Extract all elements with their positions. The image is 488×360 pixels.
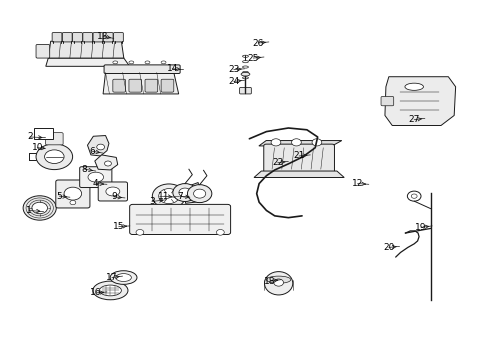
Ellipse shape bbox=[106, 187, 120, 196]
Text: 20: 20 bbox=[383, 243, 394, 252]
Ellipse shape bbox=[99, 285, 121, 296]
Circle shape bbox=[193, 189, 205, 198]
Circle shape bbox=[187, 185, 211, 203]
Text: 21: 21 bbox=[293, 152, 304, 161]
Text: 25: 25 bbox=[247, 54, 259, 63]
Circle shape bbox=[64, 187, 81, 200]
FancyBboxPatch shape bbox=[52, 33, 62, 42]
Text: 17: 17 bbox=[106, 273, 118, 282]
Polygon shape bbox=[185, 183, 200, 203]
Ellipse shape bbox=[145, 61, 150, 64]
Circle shape bbox=[270, 139, 280, 146]
FancyBboxPatch shape bbox=[82, 33, 92, 42]
FancyBboxPatch shape bbox=[98, 182, 127, 201]
Circle shape bbox=[216, 229, 224, 235]
FancyBboxPatch shape bbox=[93, 33, 102, 42]
Text: 24: 24 bbox=[228, 77, 239, 86]
Ellipse shape bbox=[264, 272, 292, 295]
FancyBboxPatch shape bbox=[129, 79, 142, 92]
Text: 9: 9 bbox=[111, 192, 117, 201]
Ellipse shape bbox=[44, 150, 64, 163]
FancyBboxPatch shape bbox=[62, 33, 72, 42]
Text: 19: 19 bbox=[414, 223, 426, 232]
Circle shape bbox=[70, 201, 76, 205]
FancyBboxPatch shape bbox=[45, 133, 63, 145]
Polygon shape bbox=[48, 41, 123, 58]
Text: 14: 14 bbox=[166, 64, 178, 73]
Text: 12: 12 bbox=[351, 179, 363, 188]
Ellipse shape bbox=[116, 274, 131, 282]
Ellipse shape bbox=[36, 144, 73, 170]
Polygon shape bbox=[95, 155, 118, 170]
Text: 18: 18 bbox=[264, 276, 275, 285]
FancyBboxPatch shape bbox=[145, 79, 158, 92]
Polygon shape bbox=[253, 171, 344, 177]
Text: 16: 16 bbox=[90, 288, 102, 297]
Text: 6: 6 bbox=[89, 147, 95, 156]
Ellipse shape bbox=[88, 172, 103, 182]
Text: 26: 26 bbox=[252, 39, 264, 48]
Ellipse shape bbox=[158, 189, 179, 204]
FancyBboxPatch shape bbox=[103, 33, 113, 42]
Polygon shape bbox=[258, 140, 341, 146]
Text: 1: 1 bbox=[26, 206, 32, 215]
Ellipse shape bbox=[110, 271, 137, 284]
Circle shape bbox=[311, 139, 321, 146]
Circle shape bbox=[32, 202, 47, 214]
Ellipse shape bbox=[129, 61, 134, 64]
FancyBboxPatch shape bbox=[34, 128, 53, 139]
Ellipse shape bbox=[404, 83, 423, 90]
Circle shape bbox=[273, 279, 283, 286]
FancyBboxPatch shape bbox=[73, 33, 82, 42]
Ellipse shape bbox=[161, 61, 165, 64]
FancyBboxPatch shape bbox=[113, 79, 125, 92]
Ellipse shape bbox=[113, 61, 118, 64]
Ellipse shape bbox=[241, 72, 249, 76]
FancyBboxPatch shape bbox=[239, 87, 251, 94]
Text: 2: 2 bbox=[27, 132, 33, 141]
Ellipse shape bbox=[152, 184, 185, 208]
FancyBboxPatch shape bbox=[129, 204, 230, 234]
Polygon shape bbox=[103, 72, 178, 94]
FancyBboxPatch shape bbox=[113, 33, 123, 42]
Ellipse shape bbox=[93, 281, 128, 300]
Circle shape bbox=[172, 184, 197, 202]
Text: 27: 27 bbox=[407, 115, 419, 124]
Circle shape bbox=[179, 188, 191, 197]
Circle shape bbox=[104, 161, 111, 166]
FancyBboxPatch shape bbox=[263, 144, 334, 173]
FancyBboxPatch shape bbox=[104, 65, 180, 73]
Polygon shape bbox=[46, 58, 129, 66]
Text: 22: 22 bbox=[271, 158, 283, 167]
Text: 10: 10 bbox=[31, 143, 43, 152]
Text: 3: 3 bbox=[149, 197, 154, 206]
Circle shape bbox=[410, 194, 416, 198]
Circle shape bbox=[291, 139, 301, 146]
Text: 7: 7 bbox=[177, 192, 183, 201]
Circle shape bbox=[97, 144, 104, 150]
Circle shape bbox=[23, 196, 56, 220]
FancyBboxPatch shape bbox=[380, 96, 393, 106]
Polygon shape bbox=[384, 77, 455, 126]
Circle shape bbox=[407, 191, 420, 201]
FancyBboxPatch shape bbox=[161, 79, 173, 92]
Ellipse shape bbox=[266, 276, 290, 283]
Polygon shape bbox=[87, 135, 109, 156]
Text: 5: 5 bbox=[56, 192, 62, 201]
FancyBboxPatch shape bbox=[56, 180, 90, 208]
Text: 11: 11 bbox=[158, 192, 169, 201]
Text: 4: 4 bbox=[93, 179, 99, 188]
Text: 8: 8 bbox=[81, 165, 87, 174]
Text: 23: 23 bbox=[227, 65, 239, 74]
Text: 15: 15 bbox=[113, 222, 124, 231]
Circle shape bbox=[136, 229, 143, 235]
FancyBboxPatch shape bbox=[80, 167, 112, 188]
Text: 13: 13 bbox=[97, 32, 109, 41]
FancyBboxPatch shape bbox=[36, 44, 50, 58]
